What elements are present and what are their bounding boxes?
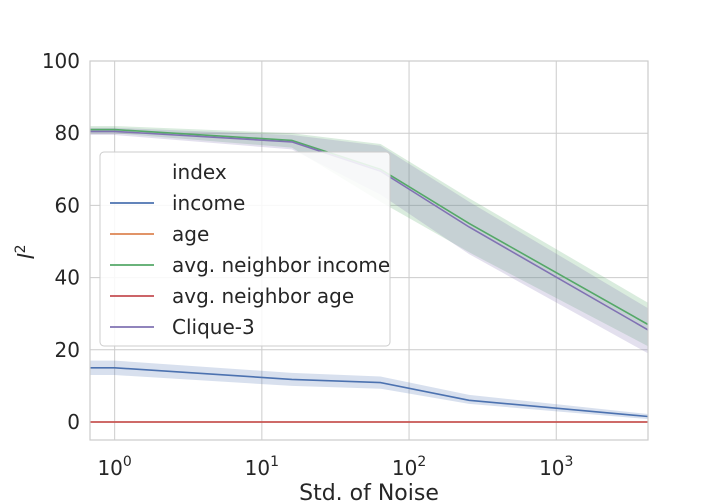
y-tick-label: 80 xyxy=(55,121,80,145)
y-tick-label: 40 xyxy=(55,266,80,290)
y-tick-label: 100 xyxy=(42,49,80,73)
legend-label: income xyxy=(172,191,245,215)
y-tick-label: 0 xyxy=(67,410,80,434)
x-tick-label: 101 xyxy=(245,454,279,480)
legend: index income age avg. neighbor income avg. … xyxy=(99,151,391,347)
legend-label: age xyxy=(172,222,209,246)
legend-label: avg. neighbor age xyxy=(172,284,354,308)
legend-title: index xyxy=(172,160,227,184)
y-axis-label: l2 xyxy=(13,244,40,259)
legend-entries: income age avg. neighbor income avg. neighb… xyxy=(110,191,390,339)
band-income xyxy=(90,360,648,420)
legend-label: avg. neighbor income xyxy=(172,253,390,277)
legend-label: Clique-3 xyxy=(172,315,255,339)
x-axis-ticks: 100 101 102 103 xyxy=(97,454,573,480)
y-tick-label: 20 xyxy=(55,338,80,362)
y-tick-label: 60 xyxy=(55,193,80,217)
y-axis-ticks: 0 20 40 60 80 100 xyxy=(42,49,80,434)
x-tick-label: 102 xyxy=(392,454,426,480)
x-tick-label: 100 xyxy=(97,454,131,480)
line-income xyxy=(90,366,649,418)
x-axis-label: Std. of Noise xyxy=(299,481,439,504)
legend-box xyxy=(99,151,391,347)
plot-frame xyxy=(89,60,649,441)
x-tick-label: 103 xyxy=(539,454,573,480)
